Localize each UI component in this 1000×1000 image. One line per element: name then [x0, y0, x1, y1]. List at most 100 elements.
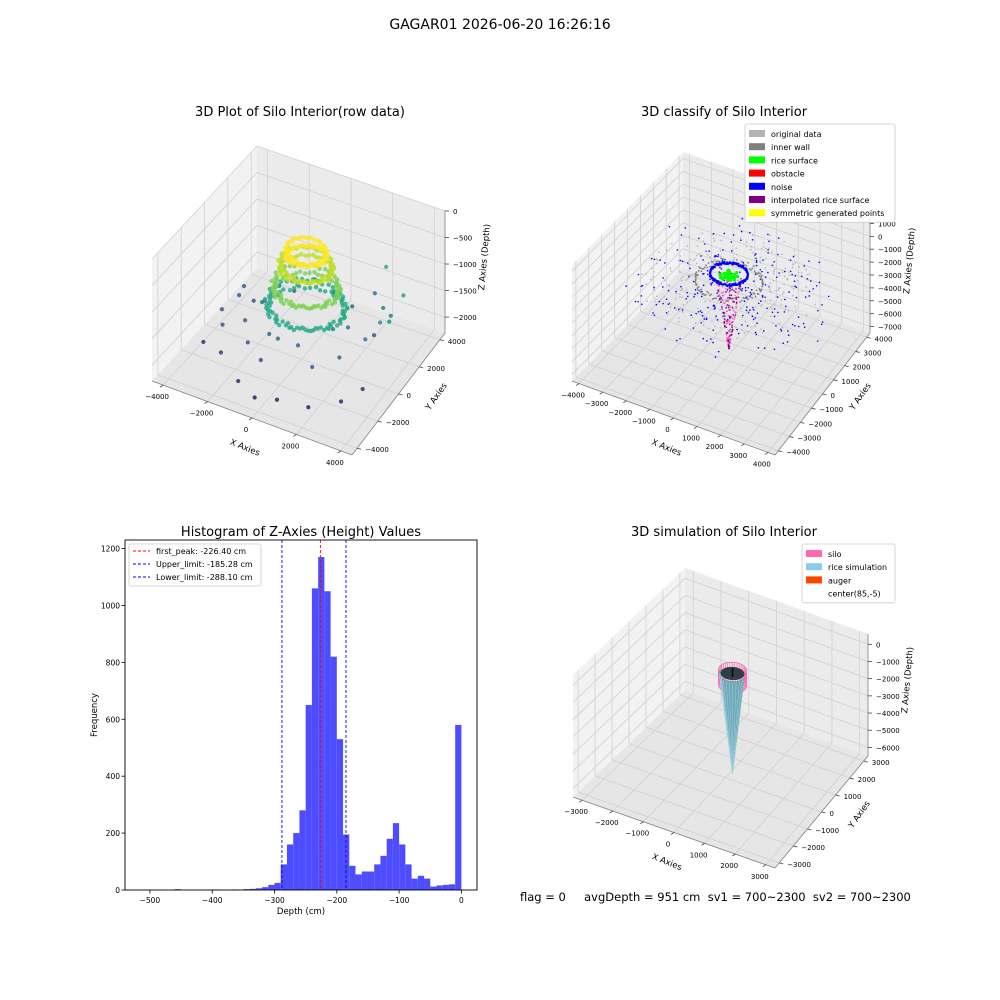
tick-mark	[778, 450, 783, 453]
ring-point	[326, 282, 331, 287]
legend-label: rice surface	[771, 156, 818, 165]
noise-point	[715, 315, 717, 318]
tick-mark	[779, 862, 784, 865]
original-point	[680, 279, 683, 282]
legend-label: silo	[828, 550, 842, 559]
original-point	[675, 292, 678, 295]
interpolated-point	[728, 319, 730, 322]
rice-mesh-line	[723, 679, 733, 774]
x-tick-label: 4000	[753, 460, 771, 468]
original-point	[741, 316, 743, 319]
noise-point	[804, 296, 807, 298]
inner-wall-point	[695, 283, 698, 286]
original-point	[713, 259, 716, 261]
grid-line	[227, 299, 420, 368]
original-point	[774, 268, 776, 271]
noise-point	[668, 225, 671, 228]
noise-point	[817, 309, 819, 312]
original-point	[740, 307, 742, 310]
histogram-bar	[280, 864, 287, 890]
noise-point	[787, 330, 789, 332]
chart-histogram: Histogram of Z-Axies (Height) Values −500…	[90, 525, 478, 917]
original-point	[704, 250, 707, 252]
tick-mark	[835, 794, 840, 797]
z-tick-label: −4000	[878, 285, 902, 293]
inner-wall-point	[702, 292, 705, 295]
original-point	[669, 267, 672, 270]
scatter-point	[237, 293, 242, 298]
tick-mark	[849, 777, 854, 780]
x-tick-label: 1000	[682, 435, 700, 443]
interpolated-point	[724, 288, 727, 290]
histogram-bar	[380, 855, 387, 890]
noise-point	[741, 324, 743, 326]
ring-point	[279, 296, 284, 301]
tick-mark	[398, 393, 403, 396]
ring-point	[277, 265, 283, 271]
rice-mesh-line	[729, 681, 733, 774]
original-point	[769, 289, 771, 291]
interpolated-point	[718, 294, 721, 296]
scatter-point	[219, 307, 225, 312]
rice-surface-point	[734, 270, 739, 275]
ring-point	[267, 293, 272, 299]
ring-point	[262, 296, 268, 302]
original-point	[781, 271, 784, 274]
y-tick-label: −4000	[786, 449, 810, 457]
y-tick-label: 4000	[875, 335, 893, 343]
grid-line	[572, 681, 686, 789]
noise-point	[809, 280, 812, 282]
legend-swatch	[749, 196, 765, 203]
z-axis-label: Z Axies (Depth)	[902, 227, 918, 294]
legend-swatch	[806, 550, 822, 557]
noise-point	[699, 310, 702, 312]
x-tick-label: −200	[327, 896, 348, 905]
original-point	[791, 266, 794, 269]
z-tick-label: −3000	[878, 272, 902, 280]
axis-pane	[573, 690, 868, 868]
noise-point	[752, 306, 754, 309]
original-point	[712, 262, 714, 265]
noise-point	[767, 252, 769, 254]
noise-point	[685, 298, 688, 300]
surface-noise-point	[738, 283, 742, 286]
tick-mark	[337, 450, 342, 454]
original-point	[656, 262, 658, 265]
inner-wall-point	[716, 260, 719, 263]
histogram-bar	[424, 878, 431, 890]
noise-point	[795, 286, 798, 289]
inner-wall-point	[739, 300, 742, 303]
original-point	[686, 301, 689, 304]
interpolated-point	[727, 321, 730, 323]
original-point	[702, 320, 705, 323]
interpolated-point	[730, 322, 732, 324]
original-point	[755, 258, 758, 260]
interpolated-point	[735, 302, 738, 304]
grid-line	[151, 198, 258, 313]
noise-point	[791, 323, 794, 326]
original-point	[678, 271, 681, 273]
tick-mark	[609, 810, 614, 814]
scatter-point	[245, 340, 250, 345]
noise-point	[712, 304, 715, 307]
original-point	[760, 328, 762, 330]
interpolated-point	[735, 296, 738, 299]
inner-wall-point	[744, 264, 747, 267]
grid-line	[256, 145, 446, 212]
noise-point	[789, 259, 792, 262]
interpolated-point	[732, 299, 735, 302]
grid-line	[571, 209, 684, 324]
scatter-point	[384, 264, 389, 269]
original-point	[704, 316, 706, 319]
original-point	[694, 258, 696, 260]
noise-point	[751, 238, 754, 241]
interpolated-point	[721, 292, 724, 294]
noise-point	[753, 280, 755, 282]
original-point	[743, 332, 746, 334]
original-point	[692, 273, 694, 276]
noise-point	[784, 305, 787, 308]
grid-line	[594, 775, 794, 847]
scatter-point	[350, 304, 355, 309]
legend-label: symmetric generated points	[771, 209, 884, 218]
noise-point	[724, 258, 726, 261]
